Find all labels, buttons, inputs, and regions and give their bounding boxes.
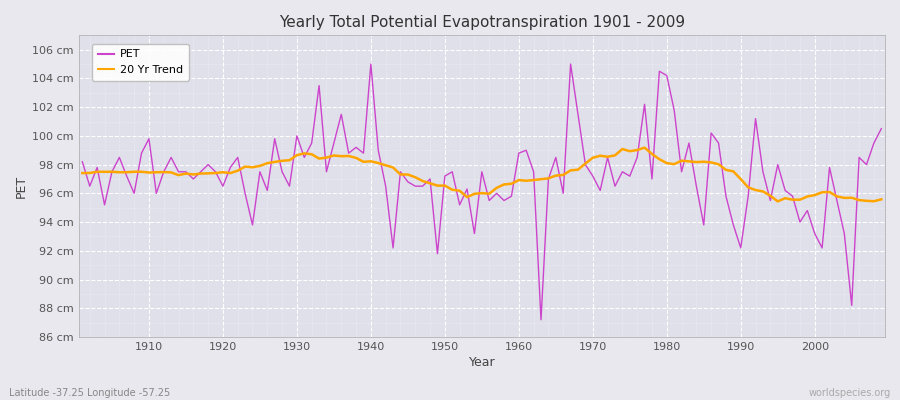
Y-axis label: PET: PET (15, 174, 28, 198)
X-axis label: Year: Year (469, 356, 495, 369)
Title: Yearly Total Potential Evapotranspiration 1901 - 2009: Yearly Total Potential Evapotranspiratio… (279, 15, 685, 30)
Legend: PET, 20 Yr Trend: PET, 20 Yr Trend (93, 44, 189, 80)
Text: Latitude -37.25 Longitude -57.25: Latitude -37.25 Longitude -57.25 (9, 388, 170, 398)
Text: worldspecies.org: worldspecies.org (809, 388, 891, 398)
